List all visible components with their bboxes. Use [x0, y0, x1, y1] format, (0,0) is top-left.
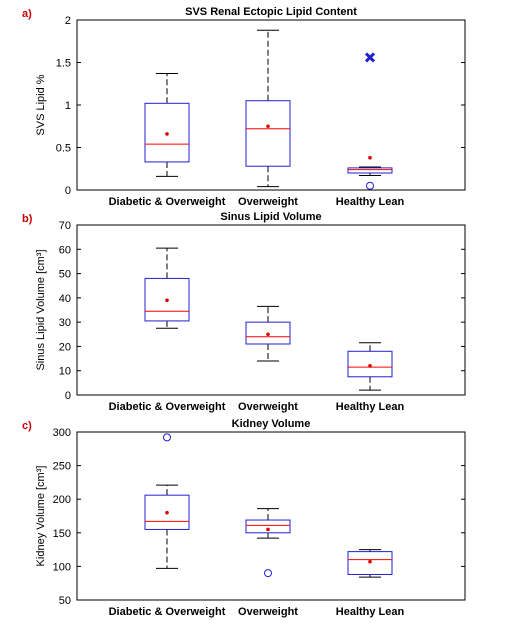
iqr-box: [144, 102, 190, 163]
mean-marker: [165, 298, 169, 303]
outlier-circle-marker: [366, 181, 374, 190]
chart-2-category-label: Overweight: [238, 401, 298, 413]
chart-1-title: SVS Renal Ectopic Lipid Content: [185, 6, 357, 18]
chart-2-ylabel: Sinus Lipid Volume [cm³]: [35, 249, 47, 370]
chart-2-ytick-label: 50: [59, 269, 71, 281]
chart-2-ytick-label: 70: [59, 220, 71, 232]
chart-3-ytick-label: 200: [53, 494, 71, 506]
chart-2-ytick-label: 20: [59, 341, 71, 353]
chart-3-category-label: Overweight: [238, 606, 298, 618]
chart-3-category-label: Healthy Lean: [336, 606, 405, 618]
mean-marker: [266, 332, 270, 337]
chart-3-ytick-label: 250: [53, 461, 71, 473]
chart-2-panel-label: b): [22, 213, 33, 225]
chart-3: Kidney Volume c) 50 100 150 200 250 300 Kidney V…: [22, 418, 466, 618]
chart-2-ytick-label: 10: [59, 366, 71, 378]
chart-1-ytick-label: 0.5: [56, 143, 71, 155]
outlier-circle-marker: [163, 433, 171, 442]
mean-marker: [165, 510, 169, 515]
chart-2-ytick-label: 30: [59, 317, 71, 329]
chart-2-title: Sinus Lipid Volume: [220, 211, 321, 223]
mean-marker: [165, 132, 169, 136]
chart-2-box-3: [347, 342, 393, 391]
chart-2-box-1: [144, 247, 190, 329]
chart-2-ytick-label: 0: [65, 390, 71, 402]
outlier-x-marker: [364, 52, 376, 63]
chart-1-box-3: [347, 52, 393, 190]
chart-1-box-1: [144, 73, 190, 177]
chart-2-plot-frame: [76, 224, 466, 396]
chart-2-category-label: Healthy Lean: [336, 401, 405, 413]
chart-3-ytick-label: 100: [53, 561, 71, 573]
chart-2-category-label: Diabetic & Overweight: [109, 401, 226, 413]
chart-1-ytick-label: 0: [65, 185, 71, 197]
mean-marker: [368, 559, 372, 564]
chart-1-box-2: [245, 29, 291, 188]
chart-1-category-label: Overweight: [238, 196, 298, 208]
chart-3-box-3: [347, 549, 393, 578]
chart-3-category-label: Diabetic & Overweight: [109, 606, 226, 618]
iqr-box: [144, 277, 190, 322]
chart-1-category-label: Healthy Lean: [336, 196, 405, 208]
chart-3-box-1: [144, 433, 190, 569]
iqr-box: [245, 321, 291, 345]
chart-1-ytick-label: 2: [65, 15, 71, 27]
iqr-box: [347, 167, 393, 174]
chart-1-panel-label: a): [22, 8, 32, 20]
chart-2: Sinus Lipid Volume b) 0 10 20 30 40 50 60 70 Sinus…: [22, 211, 466, 413]
chart-1-ytick-label: 1: [65, 100, 71, 112]
chart-3-ylabel: Kidney Volume [cm³]: [35, 466, 47, 567]
chart-3-panel-label: c): [22, 420, 32, 432]
iqr-box: [245, 519, 291, 534]
iqr-box: [347, 350, 393, 378]
chart-2-ytick-label: 40: [59, 293, 71, 305]
chart-1-plot-frame: [76, 19, 466, 191]
chart-2-box-2: [245, 305, 291, 362]
chart-2-ytick-label: 60: [59, 244, 71, 256]
mean-marker: [368, 155, 372, 160]
chart-3-ytick-label: 300: [53, 427, 71, 439]
iqr-box: [245, 100, 291, 167]
mean-marker: [266, 124, 270, 129]
chart-1-category-label: Diabetic & Overweight: [109, 196, 226, 208]
mean-marker: [368, 364, 372, 368]
chart-3-title: Kidney Volume: [232, 418, 311, 430]
chart-1-ylabel: SVS Lipid %: [35, 74, 47, 135]
iqr-box: [347, 551, 393, 575]
chart-3-ytick-label: 150: [53, 528, 71, 540]
chart-1: SVS Renal Ectopic Lipid Content a) 0 0.5 1 1.…: [22, 6, 466, 208]
chart-3-box-2: [245, 508, 291, 578]
chart-1-ytick-label: 1.5: [56, 58, 71, 70]
chart-3-ytick-label: 50: [59, 595, 71, 607]
outlier-circle-marker: [264, 569, 272, 578]
iqr-box: [144, 494, 190, 530]
mean-marker: [266, 527, 270, 532]
